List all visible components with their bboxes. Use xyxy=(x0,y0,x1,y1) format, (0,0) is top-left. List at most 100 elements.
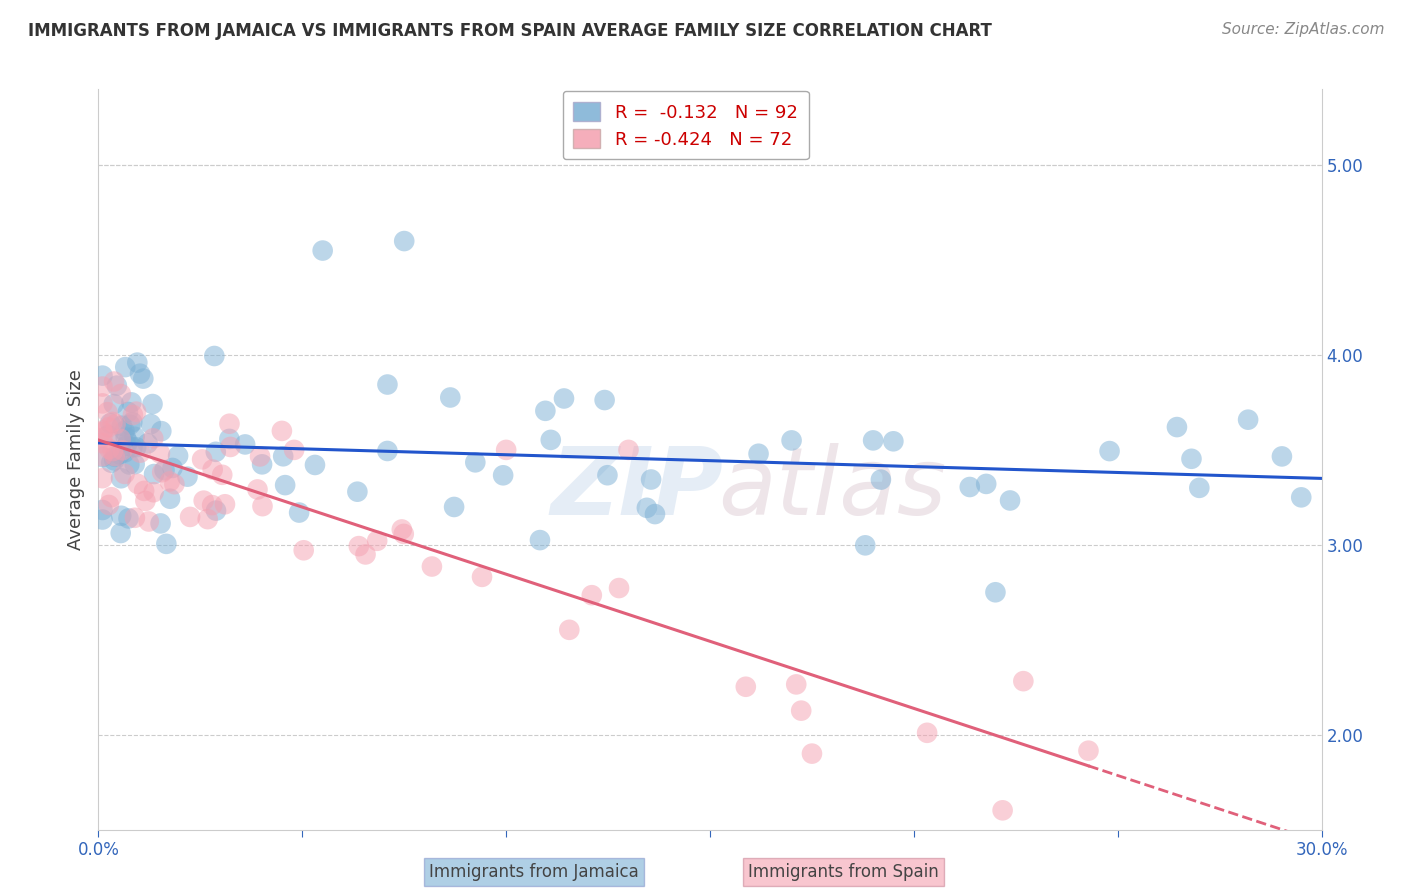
Point xyxy=(104,449,127,463)
Point xyxy=(392,234,416,248)
Point xyxy=(233,437,256,451)
Text: ZIP: ZIP xyxy=(550,443,723,535)
Point xyxy=(120,395,142,409)
Point xyxy=(91,424,114,438)
Point xyxy=(439,391,461,405)
Point xyxy=(202,349,225,363)
Point xyxy=(249,450,271,464)
Point xyxy=(100,456,122,470)
Point xyxy=(127,356,149,370)
Point xyxy=(91,368,114,383)
Point xyxy=(91,431,114,445)
Point xyxy=(205,503,228,517)
Point xyxy=(111,418,134,433)
Point xyxy=(101,415,124,429)
Point xyxy=(640,473,662,487)
Text: Source: ZipAtlas.com: Source: ZipAtlas.com xyxy=(1222,22,1385,37)
Point xyxy=(1077,744,1099,758)
Point xyxy=(271,450,294,464)
Point xyxy=(129,445,152,459)
Point xyxy=(124,430,146,444)
Point xyxy=(191,452,214,467)
Point xyxy=(853,538,876,552)
Point xyxy=(108,447,131,461)
Point xyxy=(534,404,557,418)
Point xyxy=(124,457,146,471)
Point xyxy=(127,476,149,491)
Point xyxy=(347,539,370,553)
Point xyxy=(141,397,163,411)
Point xyxy=(124,510,146,524)
Point xyxy=(91,436,114,450)
Point xyxy=(1237,412,1260,426)
Point xyxy=(117,405,139,419)
Point xyxy=(91,449,114,463)
Point xyxy=(443,500,465,514)
Point xyxy=(159,491,181,506)
Point xyxy=(283,442,305,457)
Point xyxy=(91,450,114,464)
Point xyxy=(288,506,311,520)
Point xyxy=(201,462,224,476)
Point xyxy=(420,559,443,574)
Text: IMMIGRANTS FROM JAMAICA VS IMMIGRANTS FROM SPAIN AVERAGE FAMILY SIZE CORRELATION: IMMIGRANTS FROM JAMAICA VS IMMIGRANTS FR… xyxy=(28,22,993,40)
Point xyxy=(748,447,770,461)
Point xyxy=(114,424,136,438)
Point xyxy=(101,444,124,458)
Point xyxy=(785,677,807,691)
Point xyxy=(114,360,136,375)
Point xyxy=(91,512,114,526)
Point xyxy=(644,507,666,521)
Point xyxy=(115,439,138,453)
Point xyxy=(252,499,274,513)
Point xyxy=(790,704,813,718)
Point xyxy=(142,485,165,500)
Legend: R =  -0.132   N = 92, R = -0.424   N = 72: R = -0.132 N = 92, R = -0.424 N = 72 xyxy=(562,91,808,160)
Point xyxy=(801,747,824,761)
Point xyxy=(959,480,981,494)
Y-axis label: Average Family Size: Average Family Size xyxy=(66,369,84,549)
Point xyxy=(110,387,132,401)
Point xyxy=(558,623,581,637)
Point xyxy=(991,803,1014,817)
Point xyxy=(998,493,1021,508)
Point xyxy=(98,417,121,431)
Point xyxy=(193,493,215,508)
Point xyxy=(91,503,114,517)
Point xyxy=(1180,451,1202,466)
Point xyxy=(366,533,388,548)
Point xyxy=(218,417,240,431)
Point xyxy=(176,469,198,483)
Point xyxy=(121,415,143,429)
Point xyxy=(167,449,190,463)
Point xyxy=(142,431,165,445)
Point xyxy=(117,511,139,525)
Point xyxy=(118,458,141,472)
Point xyxy=(98,442,121,456)
Point xyxy=(391,523,413,537)
Point xyxy=(201,498,224,512)
Point xyxy=(110,508,132,523)
Point xyxy=(91,379,114,393)
Point xyxy=(915,726,938,740)
Point xyxy=(882,434,904,449)
Point xyxy=(114,430,136,444)
Point xyxy=(104,450,127,464)
Point xyxy=(97,498,120,512)
Point xyxy=(540,433,562,447)
Point xyxy=(111,443,134,458)
Point xyxy=(211,467,233,482)
Point xyxy=(97,420,120,434)
Point xyxy=(120,417,142,432)
Point xyxy=(136,436,159,450)
Point xyxy=(214,497,236,511)
Point xyxy=(153,463,176,477)
Point xyxy=(274,478,297,492)
Point xyxy=(96,405,118,419)
Point xyxy=(1098,444,1121,458)
Point xyxy=(114,445,136,459)
Point xyxy=(250,458,273,472)
Point xyxy=(529,533,551,547)
Point xyxy=(607,581,630,595)
Point xyxy=(138,515,160,529)
